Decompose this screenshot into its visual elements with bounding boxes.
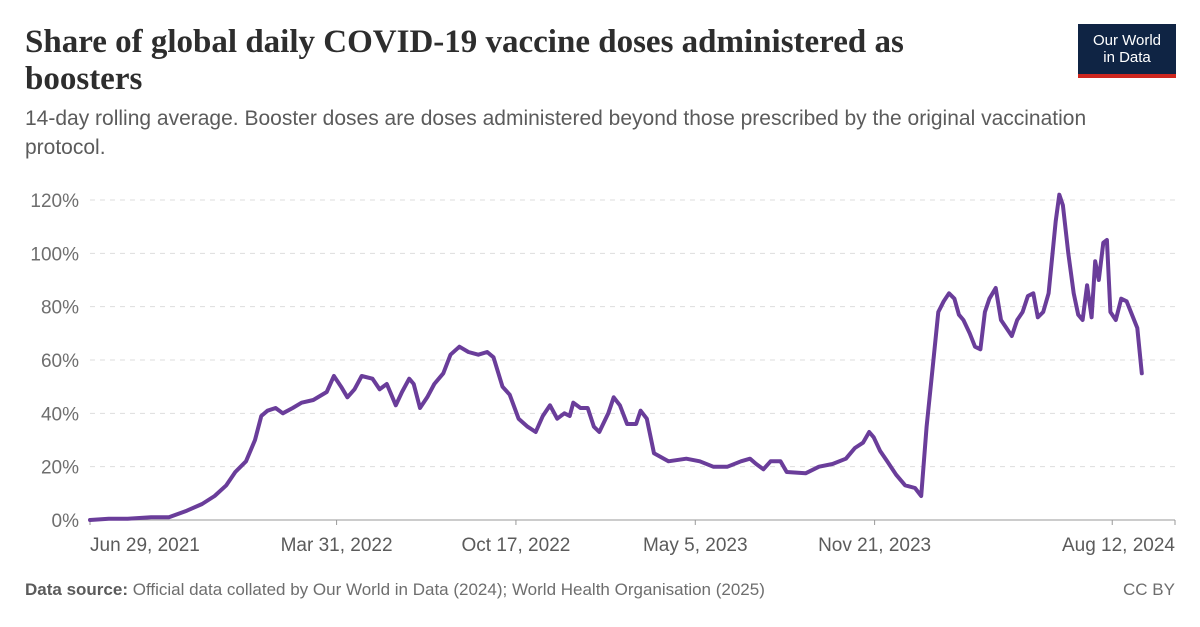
x-tick-label: Jun 29, 2021 — [90, 535, 200, 556]
logo-line-2: in Data — [1103, 49, 1151, 66]
x-tick-label: Oct 17, 2022 — [462, 535, 571, 556]
footer: Data source: Official data collated by O… — [25, 580, 1175, 600]
y-tick-label: 100% — [30, 244, 79, 265]
line-chart: 0% 20% 40% 60% 80% 100% 120% Jun 29, 2021 Mar 3… — [30, 191, 1176, 556]
x-tick-label: May 5, 2023 — [643, 535, 748, 556]
y-tick-label: 60% — [41, 351, 79, 372]
x-axis-ticks: Jun 29, 2021 Mar 31, 2022 Oct 17, 2022 May … — [89, 520, 1176, 556]
x-tick-label: Nov 21, 2023 — [818, 535, 931, 556]
source-label: Data source: — [25, 580, 128, 599]
chart-title: Share of global daily COVID-19 vaccine d… — [25, 24, 904, 97]
x-tick-label: Aug 12, 2024 — [1062, 535, 1175, 556]
logo-line-1: Our World — [1092, 32, 1162, 49]
source-text[interactable]: Official data collated by Our World in D… — [132, 580, 765, 599]
gridlines — [90, 199, 1175, 521]
chart-subtitle: 14-day rolling average. Booster doses ar… — [25, 107, 1087, 159]
license-link[interactable]: CC BY — [1123, 580, 1175, 599]
y-tick-label: 120% — [30, 191, 79, 212]
y-tick-label: 20% — [41, 458, 79, 479]
series-layer — [88, 192, 1144, 522]
y-axis-ticks: 0% 20% 40% 60% 80% 100% 120% — [30, 191, 79, 532]
owid-logo[interactable]: Our World in Data — [1078, 24, 1176, 78]
y-tick-label: 0% — [52, 511, 80, 532]
y-tick-label: 40% — [41, 404, 79, 425]
y-tick-label: 80% — [41, 298, 79, 319]
x-tick-label: Mar 31, 2022 — [281, 535, 393, 556]
series-line — [88, 192, 1144, 522]
